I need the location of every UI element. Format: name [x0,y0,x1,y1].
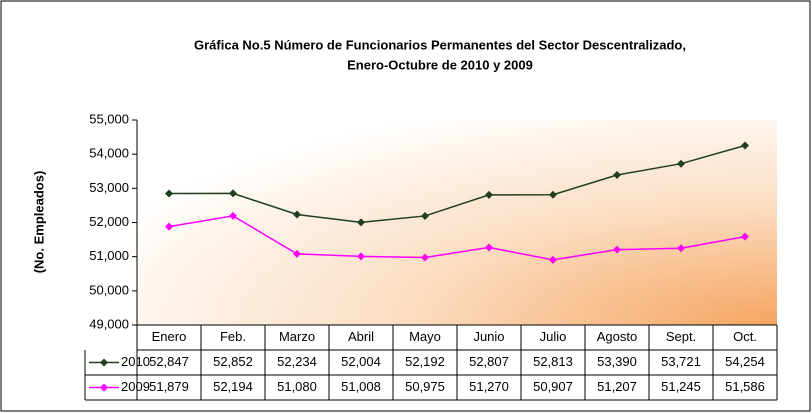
point [613,171,621,180]
point [229,189,237,198]
value-label: 52,807 [469,354,509,369]
x-tick-label: Abril [348,329,374,344]
value-label: 52,847 [149,354,189,369]
series-line [168,215,746,261]
point [165,189,173,198]
point [741,232,749,241]
x-tick-label: Julio [540,329,567,344]
value-label: 51,008 [341,379,381,394]
y-tick-label: 51,000 [89,248,129,263]
y-tick-label: 54,000 [89,146,129,161]
value-label: 51,245 [661,379,701,394]
point [421,211,429,220]
point [485,243,493,252]
value-label: 52,004 [341,354,381,369]
y-tick-label: 49,000 [89,316,129,331]
point [677,159,685,168]
value-label: 50,975 [405,379,445,394]
value-label: 51,080 [277,379,317,394]
legend-marker [100,383,108,392]
series-line [168,144,746,224]
value-label: 52,192 [405,354,445,369]
point [613,245,621,254]
y-tick-label: 52,000 [89,214,129,229]
y-axis-label: (No. Empleados) [31,171,46,274]
x-tick-label: Oct. [733,329,757,344]
plot-area [137,120,777,325]
value-label: 52,194 [213,379,253,394]
value-label: 51,207 [597,379,637,394]
x-tick-label: Enero [152,329,187,344]
point [357,218,365,227]
chart-title: Gráfica No.5 Número de Funcionarios Perm… [194,37,686,52]
point [229,211,237,220]
value-label: 51,270 [469,379,509,394]
value-label: 52,234 [277,354,317,369]
x-tick-label: Agosto [597,329,637,344]
chart-title: Enero-Octubre de 2010 y 2009 [347,57,533,72]
value-label: 53,390 [597,354,637,369]
point [357,252,365,261]
point [741,141,749,150]
value-label: 51,586 [725,379,765,394]
legend-label: 2009 [121,379,150,394]
x-tick-label: Junio [473,329,504,344]
value-label: 54,254 [725,354,765,369]
point [485,190,493,199]
legend-marker [100,358,108,367]
value-label: 53,721 [661,354,701,369]
y-tick-label: 53,000 [89,180,129,195]
point [293,249,301,258]
x-tick-label: Marzo [279,329,315,344]
point [165,222,173,231]
point [677,244,685,253]
y-tick-label: 50,000 [89,282,129,297]
value-label: 51,879 [149,379,189,394]
x-tick-label: Sept. [666,329,696,344]
legend-label: 2010 [121,354,150,369]
value-label: 52,813 [533,354,573,369]
point [293,210,301,219]
point [549,190,557,199]
value-label: 50,907 [533,379,573,394]
x-tick-label: Mayo [409,329,441,344]
point [421,253,429,262]
y-tick-label: 55,000 [89,111,129,126]
x-tick-label: Feb. [220,329,246,344]
value-label: 52,852 [213,354,253,369]
point [549,255,557,264]
